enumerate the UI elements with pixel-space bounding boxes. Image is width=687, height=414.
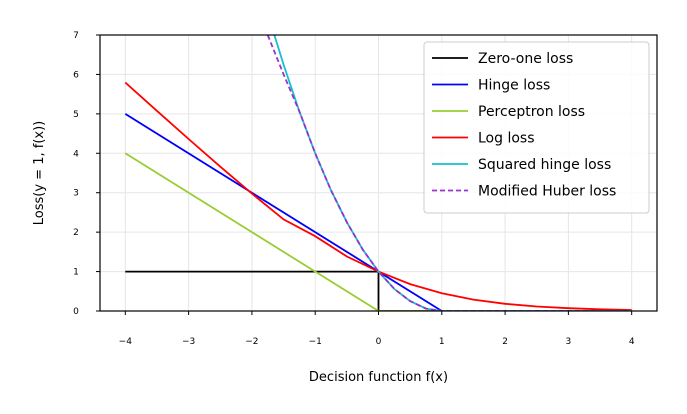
legend-box [423, 41, 650, 214]
y-tick-label: 5 [73, 110, 79, 120]
y-axis-label: Loss(y = 1, f(x)) [32, 121, 47, 225]
x-tick-label: 2 [502, 337, 508, 347]
legend-label: Hinge loss [478, 78, 550, 94]
series-layer [124, 35, 632, 311]
y-tick-label: 4 [73, 149, 79, 159]
y-tick-label: 3 [73, 189, 79, 199]
legend-label: Squared hinge loss [478, 157, 611, 173]
series-line-3 [124, 152, 632, 311]
y-tick-label: 0 [73, 307, 79, 317]
series-line-2 [124, 113, 632, 311]
x-tick-label: 3 [566, 337, 572, 347]
y-tick-label: 2 [73, 228, 79, 238]
x-tick-label: −4 [119, 337, 133, 347]
series-line-6 [266, 35, 632, 311]
ticks: −4 −3 −2 −1 0 1 2 3 4 0 1 2 3 4 5 6 7 [73, 31, 635, 347]
x-tick-label: −2 [245, 337, 258, 347]
legend-label: Zero-one loss [478, 51, 573, 67]
y-tick-label: 6 [73, 70, 79, 80]
x-tick-label: −3 [182, 337, 195, 347]
legend-label: Log loss [478, 131, 535, 147]
x-tick-label: 1 [439, 337, 445, 347]
legend: Zero-one loss Hinge loss Perceptron loss Lo… [423, 41, 650, 214]
y-tick-label: 7 [73, 31, 79, 41]
legend-label: Perceptron loss [478, 104, 585, 120]
series-line-1 [125, 270, 632, 311]
y-tick-label: 1 [73, 268, 79, 278]
x-axis-label: Decision function f(x) [309, 370, 448, 385]
legend-label: Modified Huber loss [478, 184, 616, 200]
x-tick-label: 0 [376, 337, 382, 347]
x-tick-label: 4 [629, 337, 635, 347]
x-tick-label: −1 [309, 337, 322, 347]
